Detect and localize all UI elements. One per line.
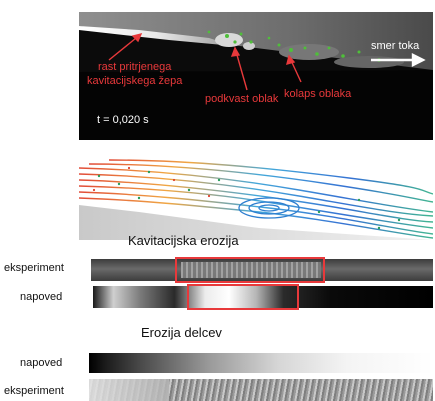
cloud-collapse-annotation: kolaps oblaka — [284, 88, 352, 100]
cavitation-erosion-heading: Kavitacijska erozija — [128, 233, 239, 248]
particle-experiment-strip — [89, 379, 433, 401]
time-label: t = 0,020 s — [97, 114, 149, 126]
streamline-visualization — [79, 159, 433, 240]
attached-pocket-annotation: rast pritrjenega kavitacijskega žepa — [87, 61, 183, 87]
simulation-panel — [79, 150, 433, 240]
particle-experiment-shade — [89, 379, 169, 401]
camera-frame-panel: rast pritrjenega kavitacijskega žepa pod… — [79, 12, 433, 140]
particle-experiment-label: eksperiment — [4, 385, 64, 397]
flow-direction-label: smer toka — [371, 40, 420, 52]
cavitation-experiment-damage — [181, 262, 321, 278]
cavitation-prediction-label: napoved — [20, 291, 63, 303]
cavitation-prediction-strip — [93, 286, 433, 308]
cavitation-experiment-label: eksperiment — [4, 262, 64, 274]
particle-prediction-label: napoved — [20, 357, 63, 369]
cavitation-experiment-highlight — [175, 257, 325, 283]
horseshoe-cloud-annotation: podkvast oblak — [205, 93, 279, 105]
particle-prediction-strip — [89, 353, 433, 373]
cavitation-prediction-highlight — [187, 284, 299, 310]
camera-frame-image — [79, 12, 433, 140]
particle-erosion-heading: Erozija delcev — [141, 325, 222, 340]
